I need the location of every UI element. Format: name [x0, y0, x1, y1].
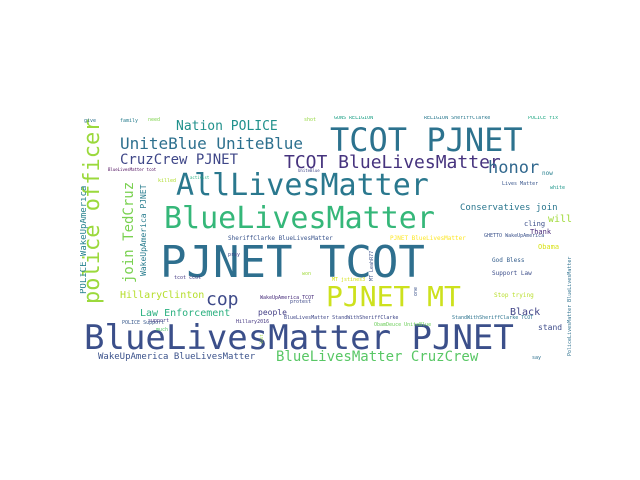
word: MT jstines3 [332, 277, 366, 283]
word: HillaryClinton [120, 290, 205, 301]
word: WakeUpAmerica BlueLivesMatter [98, 352, 256, 362]
word: GUNS RELIGION [334, 116, 374, 121]
word: RELIGION SheriffClarke [424, 116, 491, 121]
word: Lives Matter [502, 181, 539, 187]
word: cop [206, 289, 239, 310]
word: UniteBlue UniteBlue [120, 134, 304, 153]
word: ObamDeuce UniteBlue [374, 322, 432, 328]
word: BlueLivesMatter [164, 201, 435, 236]
word: GHETTO WakeUpAmerica [484, 233, 545, 239]
word: support [148, 318, 170, 324]
word: Nation POLICE [176, 119, 278, 134]
word: Law Enforcement [140, 308, 231, 319]
word: say [532, 355, 542, 361]
word: POLICE WakeUpAmerica [80, 185, 89, 294]
word: killed [158, 178, 177, 184]
word: lost [259, 334, 264, 344]
word: POLICE Support [122, 320, 165, 326]
word-cloud: PJNET TCOT BlueLivesMatter PJNET AllLive… [80, 116, 580, 366]
word: BlueLivesMatter CruzCrew [276, 349, 479, 365]
word: Conservatives join [460, 203, 558, 213]
word: BlueLivesMatter tcot [108, 167, 157, 172]
word: activist [190, 175, 210, 180]
word: family [120, 118, 139, 124]
word: PJNET BlueLivesMatter [390, 235, 466, 242]
word: one [413, 286, 419, 296]
word: Thank [530, 228, 552, 236]
word: stand [538, 323, 563, 332]
word: tcot ccot [174, 275, 202, 281]
word: shot [304, 117, 317, 123]
word: SheriffClarke BlueLivesMatter [228, 235, 333, 242]
word: AllLivesMatter [176, 168, 429, 203]
word: give [84, 118, 97, 124]
word: will [548, 214, 573, 225]
word: won [302, 271, 312, 277]
word: need [148, 117, 161, 123]
word: POLICE fix [528, 116, 559, 121]
word: PoliceLivesMatter BlueLivesMatter [567, 256, 573, 356]
word: UniteBlue [298, 168, 320, 173]
word: Black [510, 307, 541, 318]
word: TCOT BlueLivesMatter [284, 152, 501, 173]
word: Stop trying [494, 292, 534, 299]
word: BlueLivesMatter StandWithSheriffClarke [284, 315, 399, 321]
word: PJNET MT [326, 280, 461, 313]
word: honor [488, 158, 540, 178]
word: much [156, 327, 169, 333]
word: join TedCruz [121, 181, 137, 283]
word: Obama [538, 243, 560, 251]
word: now [542, 170, 553, 177]
word: cling [524, 220, 546, 228]
word: people [258, 308, 287, 317]
word: WakeUpAmerica PJNET [139, 184, 148, 276]
word: pray [228, 252, 241, 258]
word: PJNET TCOT [160, 237, 425, 288]
word: protest [290, 299, 312, 305]
word: MT LeahR77 [369, 250, 375, 281]
word: Hillary2016 [236, 319, 270, 325]
word: WakeUpAmerica TCOT [260, 295, 315, 301]
word: CruzCrew PJNET [120, 152, 239, 168]
word: StandWithSheriffClarke TCOT [452, 315, 534, 321]
word: God Bless [492, 257, 525, 264]
word: TCOT PJNET [330, 121, 523, 159]
word: white [550, 185, 566, 191]
word: Support Law [492, 270, 532, 277]
word: BlueLivesMatter PJNET [84, 318, 514, 358]
